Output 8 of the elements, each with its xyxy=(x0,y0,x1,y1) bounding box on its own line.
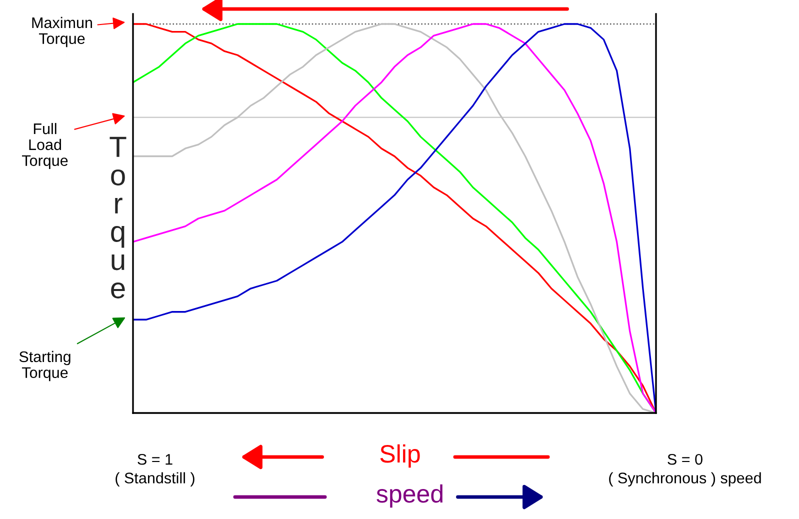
text: S = 0 ( Synchronous ) speed xyxy=(609,454,761,486)
y-axis-title: Torque xyxy=(110,136,126,298)
text: Slip xyxy=(380,444,420,468)
text: Full Load Torque xyxy=(22,122,68,170)
text: speed xyxy=(376,484,442,508)
text: Starting Torque xyxy=(19,350,70,382)
text: Maximun Torque xyxy=(32,16,92,48)
text: S = 1 ( Standstill ) xyxy=(116,454,194,486)
